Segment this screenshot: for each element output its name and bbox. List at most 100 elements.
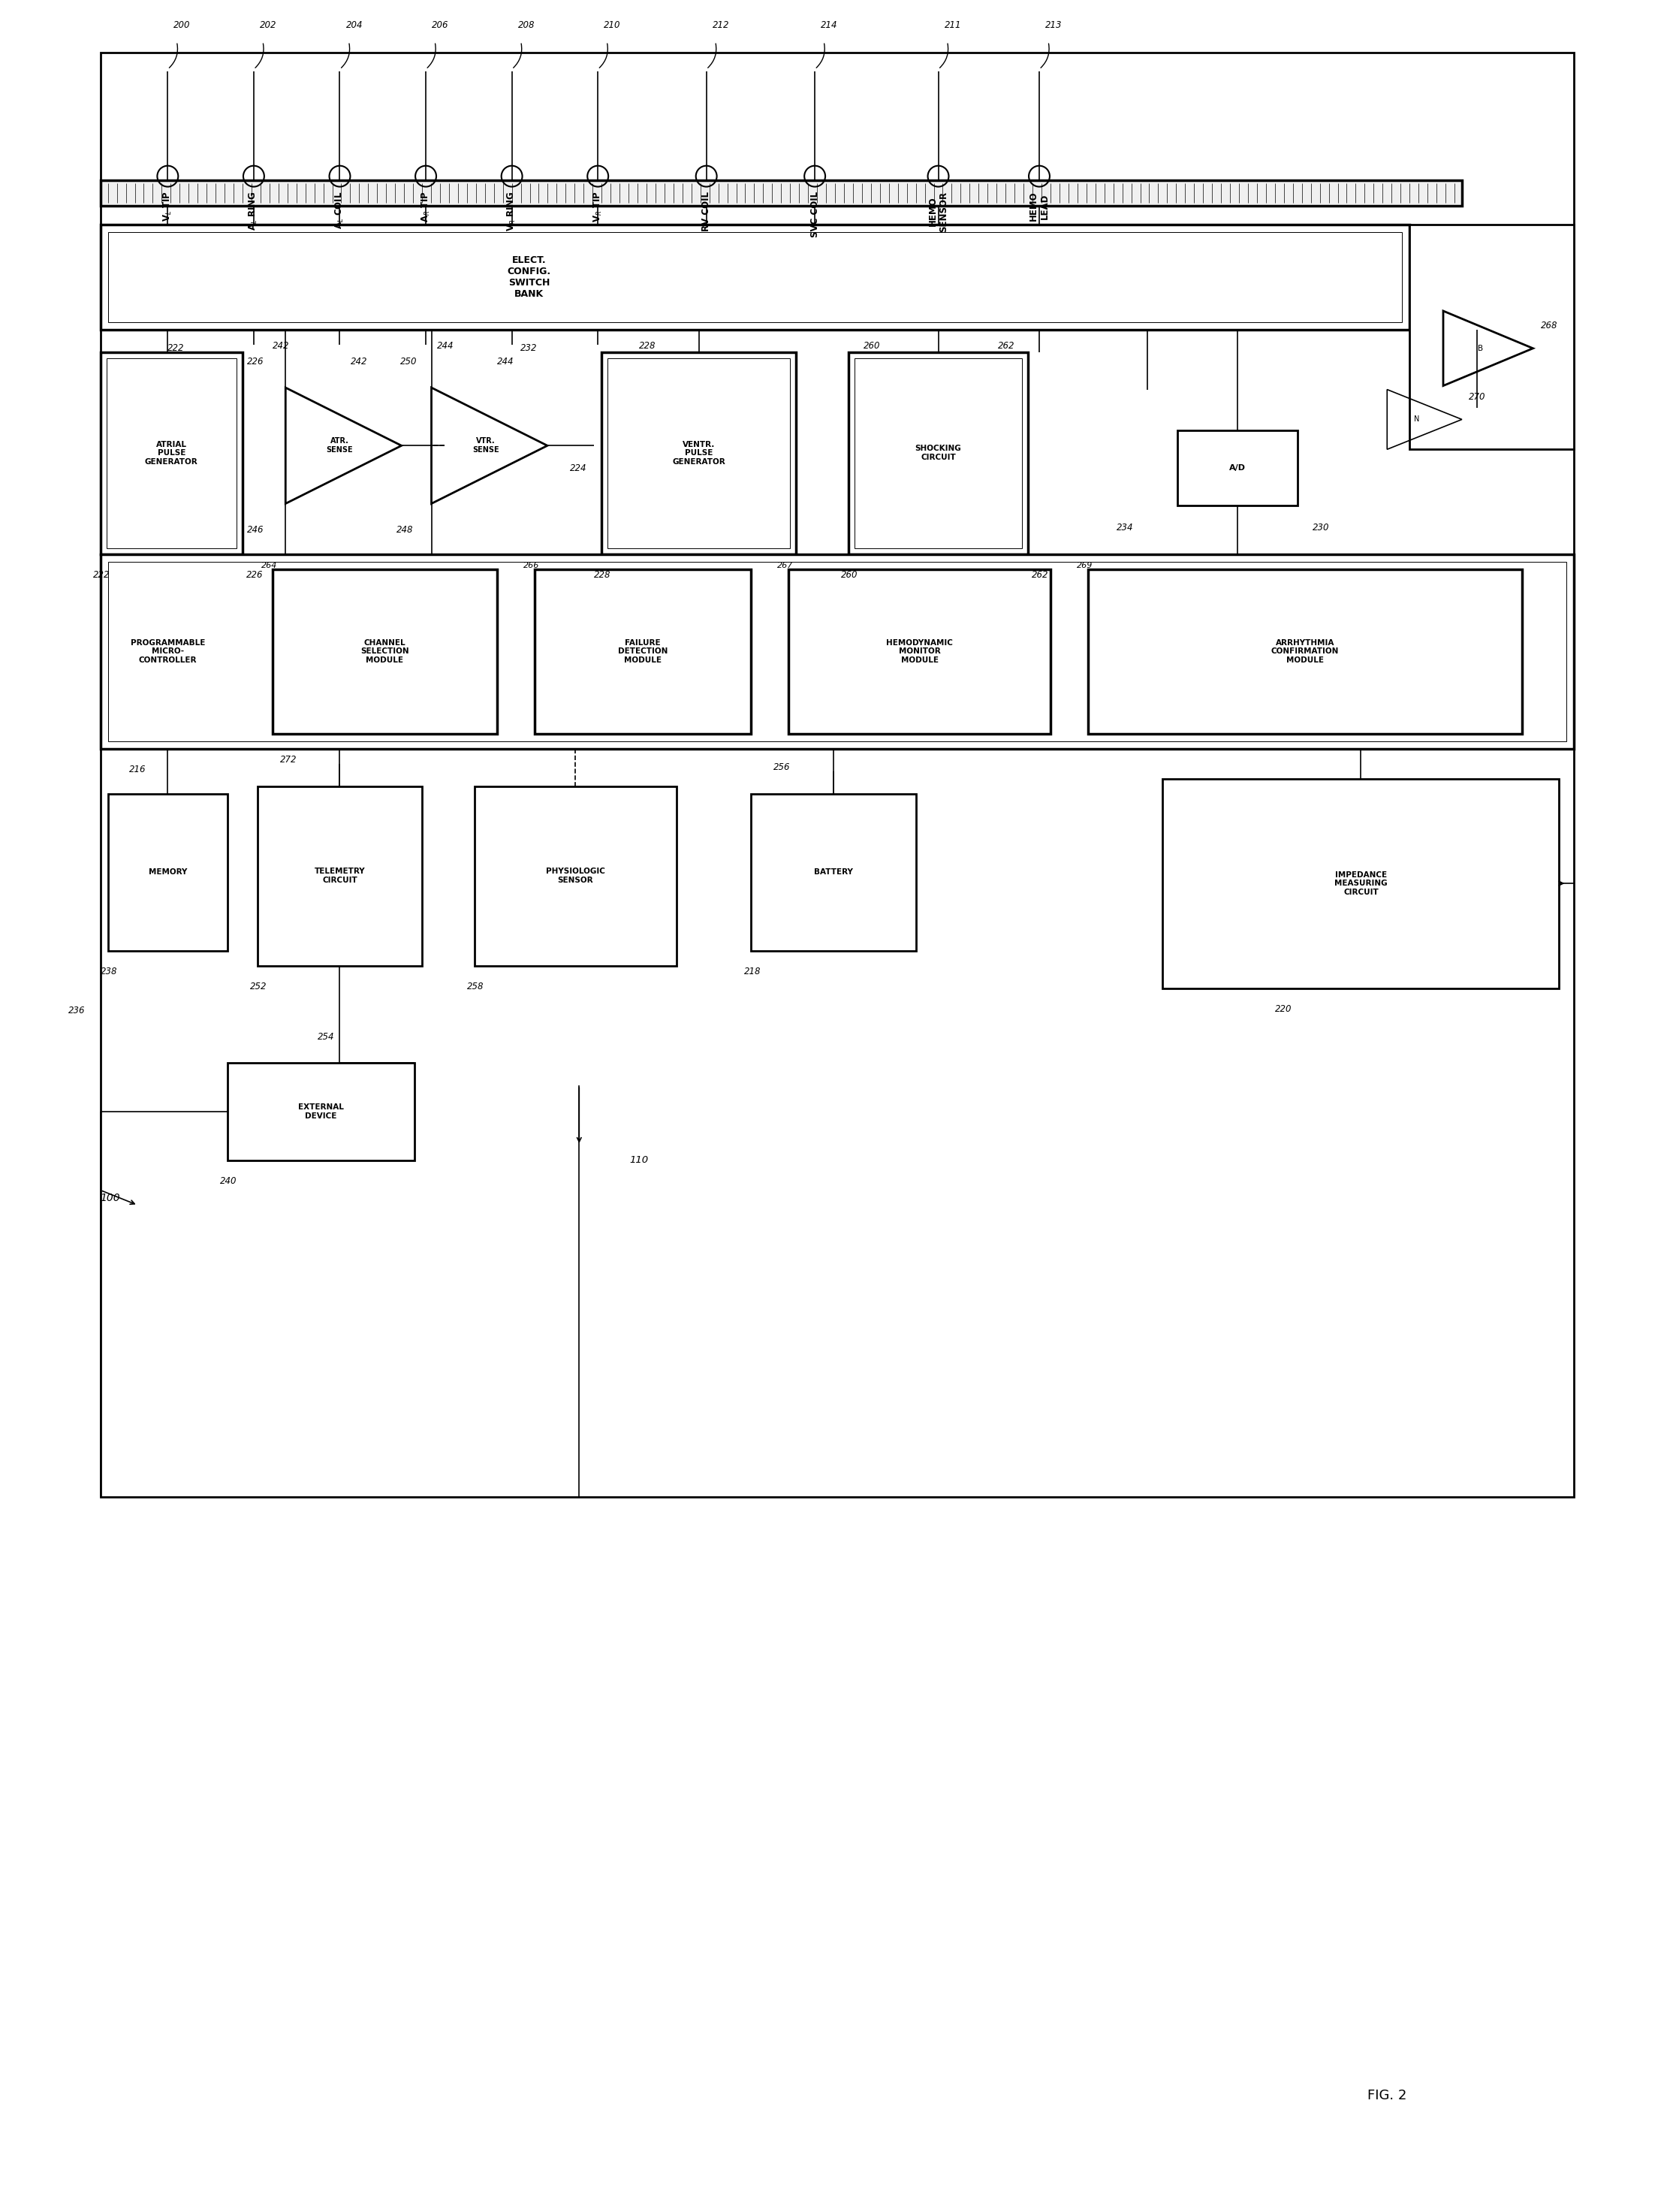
Bar xyxy=(228,1064,415,1161)
Text: V$_R$ TIP: V$_R$ TIP xyxy=(593,190,603,223)
Text: CHANNEL
SELECTION
MODULE: CHANNEL SELECTION MODULE xyxy=(361,639,410,664)
Text: V$_R$ RING: V$_R$ RING xyxy=(505,190,517,232)
Text: 228: 228 xyxy=(594,571,611,580)
Text: 230: 230 xyxy=(1313,522,1330,533)
Text: BATTERY: BATTERY xyxy=(814,869,853,876)
Text: 260: 260 xyxy=(863,341,880,352)
Text: HEMO
LEAD: HEMO LEAD xyxy=(1029,190,1049,221)
Text: HEMO
SENSOR: HEMO SENSOR xyxy=(928,190,949,232)
Text: 222: 222 xyxy=(92,571,109,580)
Text: SVC COIL: SVC COIL xyxy=(809,190,819,237)
Text: 244: 244 xyxy=(497,356,514,367)
Text: 200: 200 xyxy=(173,20,191,31)
Text: 268: 268 xyxy=(1540,321,1558,332)
Text: VENTR.
PULSE
GENERATOR: VENTR. PULSE GENERATOR xyxy=(672,440,725,465)
Text: 246: 246 xyxy=(247,524,264,535)
Text: A$_L$ COIL: A$_L$ COIL xyxy=(334,190,346,230)
Text: 202: 202 xyxy=(260,20,277,31)
Bar xyxy=(101,179,1462,206)
Text: HEMODYNAMIC
MONITOR
MODULE: HEMODYNAMIC MONITOR MODULE xyxy=(887,639,954,664)
Text: RV COIL: RV COIL xyxy=(702,190,712,230)
Text: 234: 234 xyxy=(1117,522,1133,533)
Text: ARRHYTHMIA
CONFIRMATION
MODULE: ARRHYTHMIA CONFIRMATION MODULE xyxy=(1271,639,1338,664)
Bar xyxy=(101,53,1575,1498)
Text: 260: 260 xyxy=(841,571,858,580)
Text: 244: 244 xyxy=(437,341,453,352)
Bar xyxy=(101,352,242,555)
Text: 206: 206 xyxy=(432,20,448,31)
Text: 248: 248 xyxy=(396,524,413,535)
Text: 216: 216 xyxy=(129,765,146,774)
Bar xyxy=(1410,226,1575,449)
Bar xyxy=(475,785,677,967)
Bar xyxy=(106,358,237,549)
Text: 250: 250 xyxy=(401,356,418,367)
Text: A$_L$ RING: A$_L$ RING xyxy=(248,190,260,230)
Text: EXTERNAL
DEVICE: EXTERNAL DEVICE xyxy=(299,1104,344,1119)
Text: A/D: A/D xyxy=(1229,465,1246,471)
Text: 226: 226 xyxy=(247,571,264,580)
Text: 100: 100 xyxy=(101,1192,121,1203)
Text: 210: 210 xyxy=(604,20,621,31)
Text: 270: 270 xyxy=(1469,392,1486,403)
Text: 262: 262 xyxy=(1033,571,1049,580)
Text: 267: 267 xyxy=(777,562,794,568)
Text: ATRIAL
PULSE
GENERATOR: ATRIAL PULSE GENERATOR xyxy=(144,440,198,465)
Text: 256: 256 xyxy=(774,763,791,772)
Bar xyxy=(101,226,1410,330)
Text: 226: 226 xyxy=(247,356,264,367)
Bar xyxy=(107,794,228,951)
Text: 213: 213 xyxy=(1046,20,1063,31)
Text: 262: 262 xyxy=(997,341,1016,352)
Text: A$_R$ TIP: A$_R$ TIP xyxy=(420,190,432,223)
Text: 110: 110 xyxy=(630,1155,648,1166)
Text: 264: 264 xyxy=(262,562,277,568)
Text: V$_L$ TIP: V$_L$ TIP xyxy=(163,190,173,221)
Text: 212: 212 xyxy=(712,20,729,31)
Bar xyxy=(1162,779,1560,989)
Text: ATR.
SENSE: ATR. SENSE xyxy=(326,438,353,453)
Text: 254: 254 xyxy=(317,1033,334,1042)
Text: 222: 222 xyxy=(168,343,185,354)
Text: 214: 214 xyxy=(821,20,838,31)
Text: 224: 224 xyxy=(569,462,586,473)
Text: 258: 258 xyxy=(467,982,484,991)
Bar xyxy=(789,568,1051,734)
Bar xyxy=(107,562,1567,741)
Bar xyxy=(1088,568,1521,734)
Text: 228: 228 xyxy=(640,341,656,352)
Text: ELECT.
CONFIG.
SWITCH
BANK: ELECT. CONFIG. SWITCH BANK xyxy=(507,254,551,299)
Bar xyxy=(608,358,791,549)
Text: FIG. 2: FIG. 2 xyxy=(1367,2088,1407,2101)
Bar xyxy=(534,568,751,734)
Bar xyxy=(101,555,1575,748)
Text: 269: 269 xyxy=(1076,562,1093,568)
Text: 252: 252 xyxy=(250,982,267,991)
Text: 272: 272 xyxy=(280,754,297,765)
Bar xyxy=(601,352,796,555)
Text: 232: 232 xyxy=(520,343,537,354)
Text: TELEMETRY
CIRCUIT: TELEMETRY CIRCUIT xyxy=(314,867,364,885)
Bar xyxy=(751,794,915,951)
Text: 266: 266 xyxy=(524,562,539,568)
Bar xyxy=(848,352,1028,555)
Bar xyxy=(272,568,497,734)
Text: 204: 204 xyxy=(346,20,363,31)
Bar xyxy=(1177,431,1298,507)
Text: IMPEDANCE
MEASURING
CIRCUIT: IMPEDANCE MEASURING CIRCUIT xyxy=(1335,872,1387,896)
Text: 240: 240 xyxy=(220,1177,237,1186)
Text: 220: 220 xyxy=(1274,1004,1291,1013)
Bar xyxy=(855,358,1023,549)
Text: FAILURE
DETECTION
MODULE: FAILURE DETECTION MODULE xyxy=(618,639,668,664)
Text: VTR.
SENSE: VTR. SENSE xyxy=(472,438,499,453)
Bar xyxy=(257,785,421,967)
Text: 242: 242 xyxy=(272,341,289,352)
Text: SHOCKING
CIRCUIT: SHOCKING CIRCUIT xyxy=(915,445,962,462)
Text: MEMORY: MEMORY xyxy=(148,869,186,876)
Text: PHYSIOLOGIC
SENSOR: PHYSIOLOGIC SENSOR xyxy=(546,867,604,885)
Text: 238: 238 xyxy=(101,967,118,975)
Text: 208: 208 xyxy=(517,20,534,31)
Text: 242: 242 xyxy=(351,356,368,367)
Text: 236: 236 xyxy=(69,1006,86,1015)
Text: 218: 218 xyxy=(744,967,761,975)
